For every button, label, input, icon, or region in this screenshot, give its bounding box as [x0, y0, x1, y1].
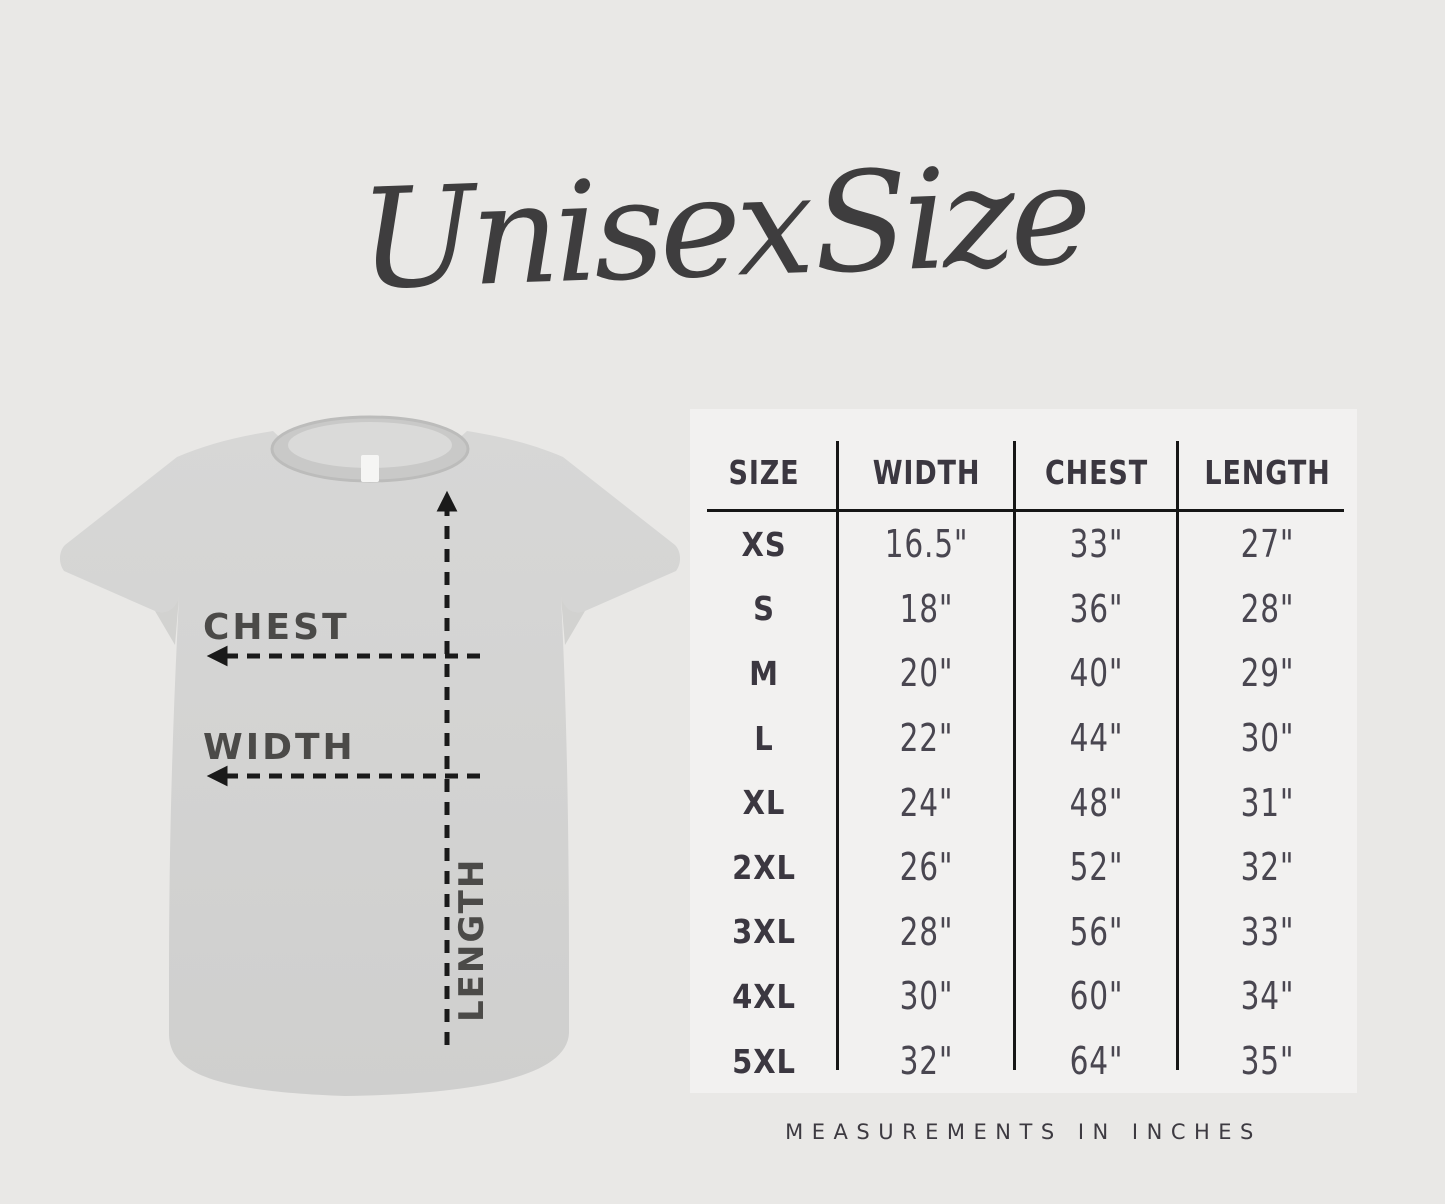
column-divider [1176, 441, 1179, 1070]
column-header-size: SIZE [728, 453, 800, 492]
length-cell: 34" [1240, 974, 1295, 1019]
chest-cell: 64" [1069, 1039, 1124, 1084]
width-cell: 30" [899, 974, 954, 1019]
chest-cell: 36" [1069, 586, 1124, 631]
neck-tag [361, 455, 379, 482]
length-cell: 28" [1240, 586, 1295, 631]
size-cell: L [754, 718, 774, 758]
width-cell: 22" [899, 716, 954, 761]
column-header-length: LENGTH [1204, 453, 1331, 492]
width-label: WIDTH [203, 727, 356, 768]
right-underarm-shade [561, 597, 585, 645]
width-cell: 28" [899, 909, 954, 954]
chest-cell: 52" [1069, 845, 1124, 890]
chest-cell: 40" [1069, 651, 1124, 696]
width-cell: 16.5" [884, 522, 969, 567]
size-table: SIZE WIDTH CHEST LENGTH XS 16.5" 33" 27"… [690, 409, 1357, 1093]
column-header-width: WIDTH [872, 453, 981, 492]
length-cell: 33" [1240, 909, 1295, 954]
length-cell: 27" [1240, 522, 1295, 567]
chest-cell: 33" [1069, 522, 1124, 567]
width-cell: 32" [899, 1039, 954, 1084]
size-cell: XS [741, 524, 787, 564]
size-cell: 5XL [732, 1041, 796, 1081]
width-cell: 26" [899, 845, 954, 890]
size-cell: XL [742, 783, 786, 823]
width-cell: 18" [899, 586, 954, 631]
length-cell: 30" [1240, 716, 1295, 761]
size-cell: M [749, 653, 779, 693]
length-cell: 29" [1240, 651, 1295, 696]
length-cell: 35" [1240, 1039, 1295, 1084]
size-cell: 2XL [732, 847, 796, 887]
tshirt-graphic [60, 415, 680, 1096]
size-cell: S [753, 589, 775, 629]
width-cell: 24" [899, 780, 954, 825]
collar-inner [288, 422, 452, 468]
length-cell: 31" [1240, 780, 1295, 825]
size-table-panel: SIZE WIDTH CHEST LENGTH XS 16.5" 33" 27"… [690, 409, 1357, 1093]
length-label: LENGTH [452, 858, 492, 1022]
header-divider [707, 509, 1344, 512]
chest-cell: 44" [1069, 716, 1124, 761]
chest-label: CHEST [203, 607, 350, 648]
size-cell: 4XL [732, 976, 796, 1016]
width-cell: 20" [899, 651, 954, 696]
column-divider [1013, 441, 1016, 1070]
column-divider [836, 441, 839, 1070]
measurements-note: MEASUREMENTS IN INCHES [785, 1120, 1262, 1144]
chest-cell: 60" [1069, 974, 1124, 1019]
size-cell: 3XL [732, 912, 796, 952]
column-header-chest: CHEST [1044, 453, 1149, 492]
chest-cell: 56" [1069, 909, 1124, 954]
length-cell: 32" [1240, 845, 1295, 890]
chest-cell: 48" [1069, 780, 1124, 825]
tshirt-diagram: CHEST WIDTH LENGTH [55, 415, 680, 1105]
left-underarm-shade [155, 597, 179, 645]
page-title: Unisex Size [356, 134, 1090, 321]
